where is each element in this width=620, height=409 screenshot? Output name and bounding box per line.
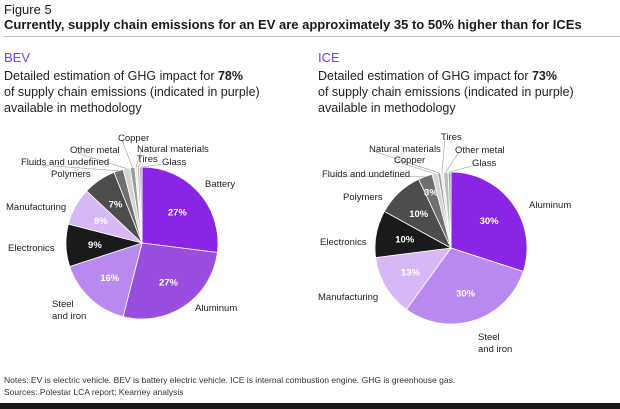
ice-panel-description: Detailed estimation of GHG impact for 73…	[318, 68, 574, 116]
ice-category-label-natural-materials: Natural materials	[369, 144, 441, 155]
bev-slice-steel-and-iron	[69, 242, 143, 318]
bev-value-label-battery: 27%	[168, 207, 188, 218]
notes-text: Notes: EV is electric vehicle. BEV is ba…	[4, 375, 456, 385]
title-divider	[4, 36, 620, 37]
ice-category-label-tires: Tires	[441, 132, 462, 143]
bev-category-label-manufacturing: Manufacturing	[6, 202, 66, 213]
bev-panel-code: BEV	[4, 50, 31, 65]
bev-category-label-tires: Tires	[137, 154, 158, 165]
bev-leader-other-metal	[73, 151, 127, 169]
sources-text: Sources: Polestar LCA report; Kearney an…	[4, 387, 184, 397]
bev-category-label-steel-and-iron: Steel and iron	[52, 299, 86, 322]
bev-leader-copper	[121, 139, 133, 168]
figure-label: Figure 5	[4, 2, 52, 17]
bev-panel-header: BEV Detailed estimation of GHG impact fo…	[4, 50, 260, 116]
ice-value-label-polymers: 10%	[409, 209, 429, 220]
bev-category-label-polymers: Polymers	[51, 169, 91, 180]
ice-value-label-fluids-and-undefined: 3%	[424, 188, 438, 199]
bev-pie-chart: 27% 27% 16% 9% 8%7% Battery Aluminum Steel and i…	[6, 133, 237, 322]
ice-value-label-steel-and-iron: 30%	[456, 288, 476, 299]
ice-category-label-fluids-and-undefined: Fluids and undefined	[322, 169, 410, 180]
footer-bar	[0, 403, 620, 409]
bev-leader-tires	[138, 160, 142, 168]
ice-desc-line2: of supply chain emissions (indicated in …	[318, 85, 574, 99]
bev-desc-line3: available in methodology	[4, 101, 142, 115]
ice-category-label-manufacturing: Manufacturing	[318, 292, 378, 303]
ice-value-label-electronics: 10%	[395, 235, 415, 246]
bev-desc-line2: of supply chain emissions (indicated in …	[4, 85, 260, 99]
footnotes: Notes: EV is electric vehicle. BEV is ba…	[4, 374, 455, 398]
bev-value-label-electronics: 9%	[88, 240, 102, 251]
ice-pie-chart: 30% 30% 13% 10% 10% 3% Aluminum Steel and iron Ma…	[318, 132, 571, 355]
ice-panel-code: ICE	[318, 50, 340, 65]
bev-category-label-copper: Copper	[118, 133, 149, 144]
bev-value-label-steel-and-iron: 16%	[100, 273, 120, 284]
ice-leader-tires	[441, 138, 446, 173]
bev-value-label-polymers: 7%	[109, 200, 123, 211]
ice-category-label-aluminum: Aluminum	[529, 200, 571, 211]
ice-panel-header: ICE Detailed estimation of GHG impact fo…	[318, 50, 574, 116]
ice-value-label-manufacturing: 13%	[401, 267, 421, 278]
ice-leader-copper	[397, 161, 435, 175]
ice-slice-glass	[447, 171, 452, 249]
ice-desc-pct: 73%	[531, 69, 558, 83]
ice-category-label-polymers: Polymers	[343, 192, 383, 203]
bev-leader-fluids-and-undefined	[24, 163, 119, 172]
bev-category-label-battery: Battery	[205, 179, 235, 190]
ice-slice-aluminum	[450, 171, 528, 272]
bev-category-label-fluids-and-undefined: Fluids and undefined	[21, 157, 109, 168]
figure-title: Currently, supply chain emissions for an…	[4, 17, 582, 32]
ice-slice-manufacturing	[375, 247, 452, 311]
bev-category-label-electronics: Electronics	[8, 243, 55, 254]
bev-slice-aluminum	[122, 242, 218, 320]
bev-value-label-manufacturing: 8%	[94, 216, 108, 227]
bev-category-label-other-metal: Other metal	[70, 145, 120, 156]
ice-desc-prefix: Detailed estimation of GHG impact for	[318, 69, 532, 83]
bev-category-label-natural-materials: Natural materials	[137, 144, 209, 155]
bev-desc-prefix: Detailed estimation of GHG impact for	[4, 69, 218, 83]
ice-category-label-copper: Copper	[394, 155, 425, 166]
bev-value-label-aluminum: 27%	[159, 277, 179, 288]
bev-leader-glass	[140, 163, 167, 168]
ice-category-label-electronics: Electronics	[320, 237, 367, 248]
ice-category-label-steel-and-iron: Steel and iron	[478, 332, 512, 355]
bev-slice-battery	[141, 166, 219, 253]
bev-category-label-aluminum: Aluminum	[195, 303, 237, 314]
bev-leader-natural-materials	[135, 150, 142, 168]
ice-category-label-glass: Glass	[472, 158, 497, 169]
ice-leader-other-metal	[445, 151, 460, 173]
bev-panel-description: Detailed estimation of GHG impact for 78…	[4, 68, 260, 116]
ice-leader-glass	[449, 164, 477, 173]
ice-slice-steel-and-iron	[405, 247, 524, 325]
bev-desc-pct: 78%	[217, 69, 244, 83]
ice-desc-line3: available in methodology	[318, 101, 456, 115]
ice-category-label-other-metal: Other metal	[455, 145, 505, 156]
ice-value-label-aluminum: 30%	[480, 216, 500, 227]
ice-leader-natural-materials	[372, 150, 440, 174]
bev-category-label-glass: Glass	[162, 157, 187, 168]
